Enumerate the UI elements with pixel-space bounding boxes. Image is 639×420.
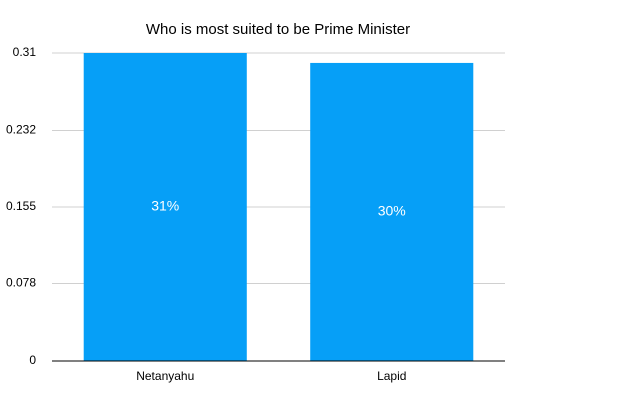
value-label: 31%	[151, 198, 179, 214]
x-tick-label: Lapid	[377, 369, 406, 383]
y-tick-label: 0.232	[6, 123, 36, 137]
x-tick-label: Netanyahu	[136, 369, 194, 383]
y-tick-label: 0	[29, 353, 36, 367]
bar	[83, 53, 247, 361]
y-tick-label: 0.31	[13, 45, 37, 59]
chart-title: Who is most suited to be Prime Minister	[146, 21, 410, 38]
y-tick-label: 0.155	[6, 199, 36, 213]
bar	[310, 62, 474, 361]
value-label: 30%	[378, 203, 406, 219]
y-tick-label: 0.078	[6, 276, 36, 290]
